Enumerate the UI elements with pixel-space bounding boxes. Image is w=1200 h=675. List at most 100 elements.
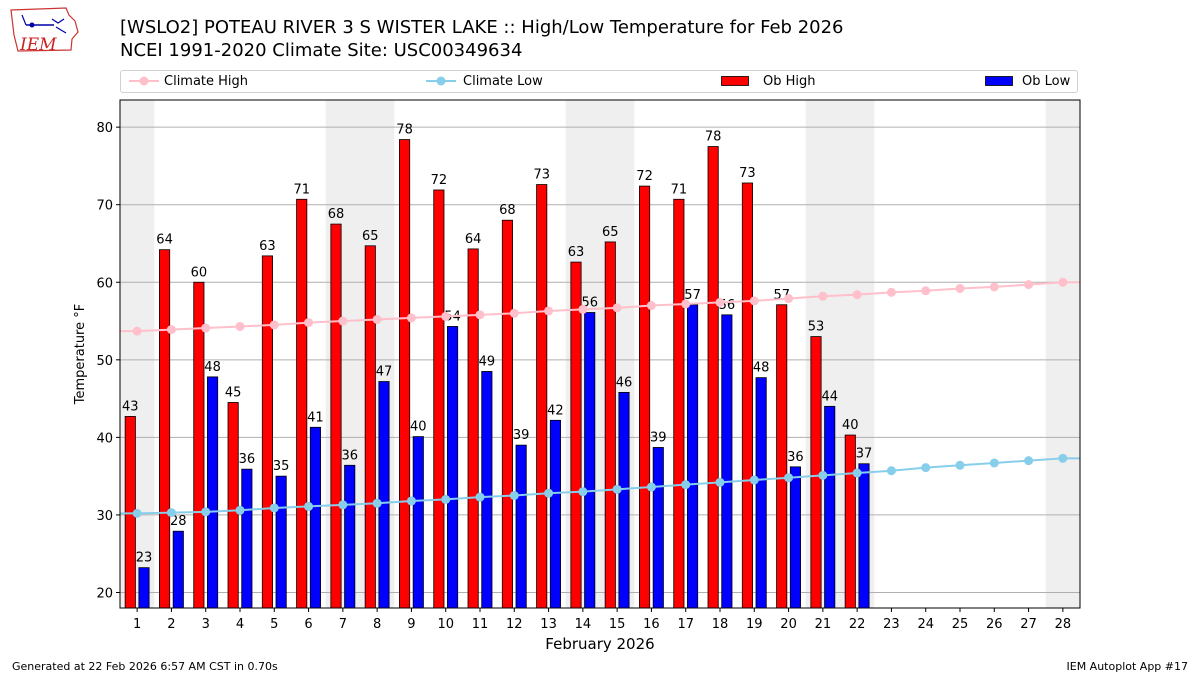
climate-high-point — [681, 299, 691, 309]
weekend-shade — [325, 100, 360, 608]
ob-high-bar — [227, 402, 239, 609]
y-tick-label: 30 — [96, 509, 113, 524]
legend-label: Ob Low — [1022, 74, 1071, 89]
weekend-shade — [805, 100, 840, 608]
x-tick-label: 21 — [815, 617, 832, 632]
legend-item: Climate Low — [121, 74, 1071, 90]
ob-low-label: 35 — [273, 459, 290, 474]
x-tick-label: 8 — [373, 617, 381, 632]
ob-low-label: 41 — [307, 410, 324, 425]
plot-frame — [119, 99, 1081, 609]
climate-high-point — [269, 320, 279, 330]
climate-high-point — [509, 308, 519, 318]
climate-high-point — [406, 313, 416, 323]
climate-low-point — [818, 470, 828, 480]
ob-low-label: 47 — [376, 365, 393, 380]
climate-high-point — [955, 283, 965, 293]
climate-low-point — [235, 505, 245, 515]
y-axis-label: Temperature °F — [73, 304, 88, 405]
ob-low-bar — [618, 391, 630, 609]
ob-high-label: 60 — [191, 265, 208, 280]
climate-high-point — [646, 301, 656, 311]
x-tick-label: 28 — [1055, 617, 1072, 632]
x-tick-label: 5 — [270, 617, 278, 632]
x-tick-label: 16 — [643, 617, 660, 632]
x-tick-label: 18 — [712, 617, 729, 632]
climate-high-point — [372, 314, 382, 324]
ob-high-label: 68 — [328, 207, 345, 222]
climate-low-point — [475, 492, 485, 502]
ob-low-bar — [789, 466, 801, 609]
legend-line-swatch — [426, 76, 456, 86]
ob-high-label: 57 — [773, 288, 790, 303]
ob-low-bar — [138, 567, 150, 609]
weekend-shade — [1045, 100, 1080, 608]
ob-high-label: 72 — [431, 173, 448, 188]
ob-high-bar — [364, 245, 376, 609]
climate-high-point — [544, 306, 554, 316]
legend-item: Ob High — [121, 74, 1071, 90]
x-tick-label: 12 — [506, 617, 523, 632]
ob-low-bar — [584, 312, 596, 609]
climate-high-point — [749, 296, 759, 306]
legend-bar-swatch — [985, 76, 1013, 86]
ob-high-label: 45 — [225, 385, 242, 400]
climate-high-point — [235, 321, 245, 331]
x-tick-label: 2 — [167, 617, 175, 632]
ob-low-label: 36 — [341, 448, 358, 463]
climate-low-point — [338, 500, 348, 510]
ob-high-bar — [639, 185, 651, 609]
ob-high-bar — [570, 261, 582, 609]
climate-high-point — [166, 325, 176, 335]
ob-high-bar — [261, 255, 273, 609]
climate-high-point — [475, 310, 485, 320]
ob-low-label: 40 — [410, 420, 427, 435]
ob-high-bar — [707, 146, 719, 609]
climate-low-point — [544, 488, 554, 498]
ob-low-bar — [515, 444, 527, 609]
chart-title: [WSLO2] POTEAU RIVER 3 S WISTER LAKE :: … — [120, 17, 844, 38]
x-tick-label: 1 — [133, 617, 141, 632]
ob-high-bar — [604, 241, 616, 609]
legend-bar-swatch — [721, 76, 749, 86]
ob-low-bar — [207, 376, 219, 609]
legend-item: Ob Low — [121, 74, 1071, 90]
ob-high-label: 65 — [362, 229, 379, 244]
climate-low-point — [406, 496, 416, 506]
ob-low-label: 44 — [821, 389, 838, 404]
legend-label: Climate Low — [463, 74, 543, 89]
ob-low-label: 36 — [239, 452, 256, 467]
ob-high-bar — [330, 223, 342, 609]
ob-high-label: 40 — [842, 418, 859, 433]
ob-low-bar — [481, 371, 493, 609]
ob-high-bar — [193, 281, 205, 609]
x-tick-label: 20 — [780, 617, 797, 632]
ob-high-bar — [810, 336, 822, 609]
y-tick-label: 70 — [96, 199, 113, 214]
ob-low-label: 39 — [650, 430, 667, 445]
ob-low-bar — [172, 530, 184, 609]
x-tick-label: 6 — [304, 617, 312, 632]
weekend-shade — [840, 100, 875, 608]
weekend-shade — [600, 100, 635, 608]
climate-low-point — [201, 507, 211, 517]
x-tick-label: 26 — [986, 617, 1003, 632]
climate-high-point — [715, 297, 725, 307]
ob-low-bar — [447, 326, 459, 609]
x-tick-label: 19 — [746, 617, 763, 632]
ob-low-bar — [241, 468, 253, 609]
climate-low-point — [646, 482, 656, 492]
climate-low-point — [955, 460, 965, 470]
x-axis-label: February 2026 — [545, 635, 654, 653]
ob-high-label: 64 — [156, 233, 173, 248]
iowa-outline-icon — [10, 7, 79, 52]
x-tick-label: 15 — [609, 617, 626, 632]
legend-label: Climate High — [164, 74, 249, 89]
x-tick-label: 3 — [202, 617, 210, 632]
climate-high-point — [989, 282, 999, 292]
climate-low-point — [921, 463, 931, 473]
ob-low-bar — [755, 377, 767, 609]
ob-high-bar — [673, 198, 685, 609]
climate-high-point — [852, 290, 862, 300]
x-tick-label: 7 — [339, 617, 347, 632]
